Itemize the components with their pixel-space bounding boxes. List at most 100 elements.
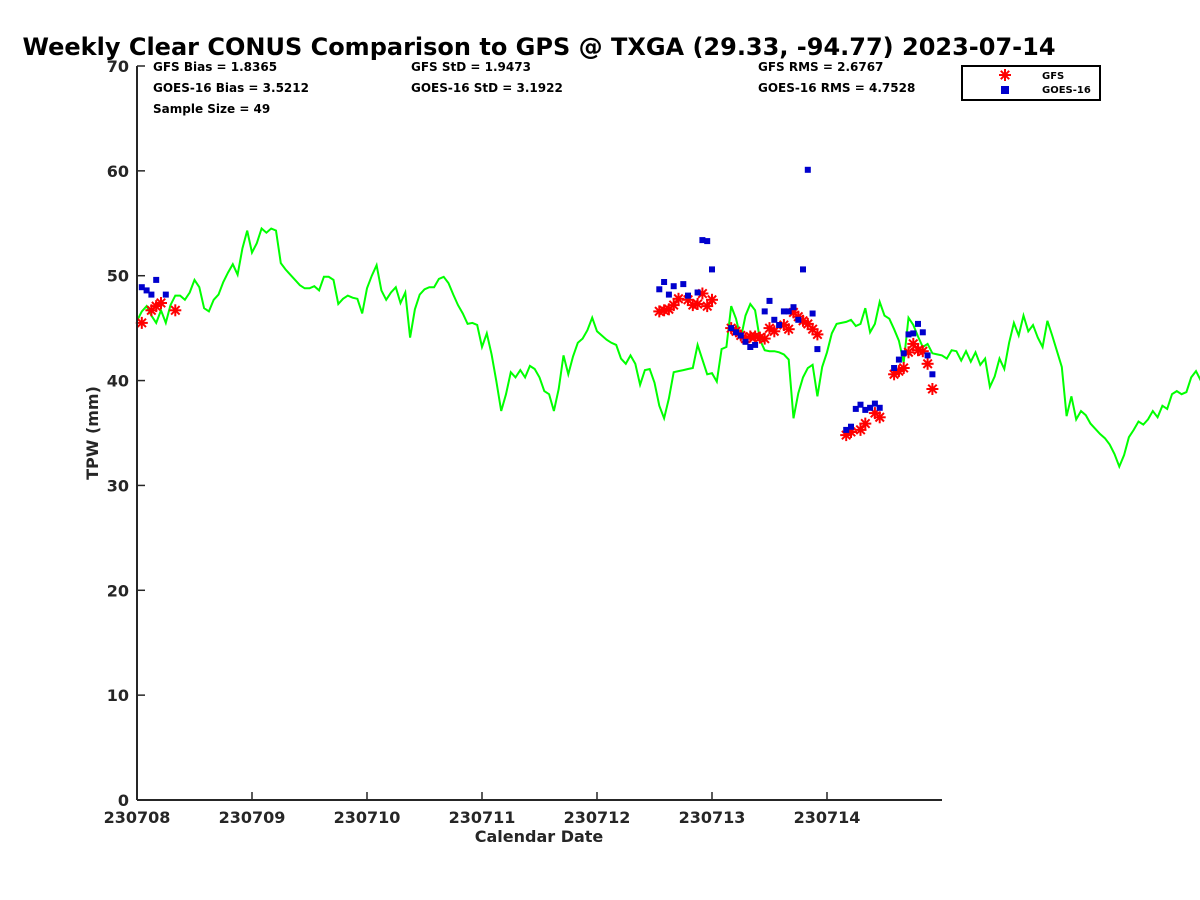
- gfs-point: [854, 423, 867, 436]
- goes-point: [852, 405, 859, 412]
- goes-point: [742, 338, 749, 345]
- x-tick-label: 230708: [104, 808, 171, 827]
- goes-point: [766, 297, 773, 304]
- gfs-point: [691, 298, 704, 310]
- gfs-marker-stroke: [668, 300, 679, 311]
- gfs-marker-stroke: [692, 299, 703, 310]
- goes-point: [780, 308, 787, 315]
- goes-point: [785, 308, 792, 315]
- gfs-point: [873, 411, 886, 424]
- gfs-marker-stroke: [754, 332, 765, 343]
- gfs-point: [169, 304, 182, 317]
- y-axis-label: TPW (mm): [83, 386, 102, 480]
- goes-point: [900, 350, 907, 357]
- gfs-marker-stroke: [702, 301, 713, 312]
- gfs-marker-stroke: [783, 324, 794, 335]
- gfs-marker-stroke: [759, 333, 770, 344]
- chart-title: Weekly Clear CONUS Comparison to GPS @ T…: [22, 33, 1055, 61]
- goes-point: [929, 371, 936, 378]
- legend-gfs-asterisk: [999, 69, 1011, 81]
- goes-point: [143, 287, 150, 294]
- gfs-point: [926, 383, 939, 395]
- goes-point: [148, 291, 155, 298]
- goes-marker-layer: [138, 166, 936, 433]
- y-tick-label: 50: [107, 267, 129, 286]
- goes-point: [670, 283, 677, 290]
- gps-line-layer: [136, 226, 1200, 470]
- goes-point: [843, 426, 850, 433]
- goes-point: [737, 332, 744, 339]
- gfs-marker-stroke: [136, 317, 147, 328]
- gfs-point: [758, 332, 771, 345]
- legend-goes-marker: [1001, 86, 1009, 94]
- goes-point: [809, 310, 816, 317]
- gfs-marker-stroke: [874, 412, 885, 423]
- gfs-point: [768, 325, 781, 338]
- x-tick-label: 230709: [219, 808, 286, 827]
- gps-series-line: [136, 226, 1200, 470]
- goes-std-stat: GOES-16 StD = 3.1922: [411, 81, 563, 95]
- goes-point: [919, 329, 926, 336]
- goes-point: [910, 330, 917, 337]
- goes-point: [685, 292, 691, 299]
- goes-point: [867, 404, 874, 411]
- goes-point: [709, 266, 715, 273]
- gfs-marker-stroke: [917, 346, 928, 357]
- gfs-marker-stroke: [170, 305, 181, 316]
- goes-point: [800, 266, 806, 273]
- goes-point: [699, 237, 706, 244]
- goes-point: [814, 346, 821, 353]
- goes-point: [162, 291, 169, 298]
- gfs-marker-stroke: [812, 329, 823, 340]
- axes: 0 10 20 30 40 50 60 70 230708 230709 230710 230711 2…: [104, 57, 942, 827]
- gfs-point: [667, 299, 680, 312]
- goes-point: [891, 365, 898, 371]
- x-axis-label: Calendar Date: [475, 827, 604, 846]
- goes-point: [680, 281, 687, 288]
- goes-point: [871, 400, 878, 407]
- goes-point: [704, 238, 711, 245]
- goes-point: [661, 279, 668, 285]
- y-tick-label: 40: [107, 372, 129, 391]
- legend: GFS GOES-16: [961, 65, 1101, 101]
- legend-goes-label: GOES-16: [1042, 85, 1091, 96]
- gfs-marker-stroke: [860, 418, 871, 429]
- goes-point: [857, 401, 864, 408]
- gfs-marker-stroke: [673, 293, 684, 304]
- gfs-marker-stroke: [922, 358, 933, 369]
- gfs-point: [811, 328, 824, 341]
- goes-point: [804, 166, 811, 173]
- sample-size-stat: Sample Size = 49: [153, 102, 270, 116]
- gfs-point: [907, 337, 920, 350]
- gfs-marker-stroke: [807, 324, 818, 335]
- gfs-rms-stat: GFS RMS = 2.6767: [758, 60, 883, 74]
- goes-point: [656, 286, 663, 293]
- y-tick-label: 0: [118, 791, 129, 810]
- gfs-marker-stroke: [764, 323, 775, 334]
- legend-gfs-label: GFS: [1042, 71, 1064, 82]
- gfs-marker-stroke: [927, 383, 938, 394]
- y-tick-label: 20: [107, 581, 129, 600]
- gfs-marker-stroke: [802, 318, 813, 329]
- gfs-bias-stat: GFS Bias = 1.8365: [153, 60, 277, 74]
- gfs-point: [782, 323, 795, 336]
- gfs-marker-stroke: [898, 362, 909, 373]
- gfs-marker-stroke: [750, 331, 761, 342]
- gfs-marker-stroke: [697, 288, 708, 299]
- x-tick-label: 230711: [449, 808, 516, 827]
- x-tick-label: 230710: [334, 808, 401, 827]
- gfs-marker-stroke: [1000, 70, 1010, 80]
- goes-rms-stat: GOES-16 RMS = 4.7528: [758, 81, 915, 95]
- goes-point: [862, 406, 869, 413]
- goes-point: [924, 352, 931, 359]
- y-tick-label: 30: [107, 476, 129, 495]
- y-tick-label: 10: [107, 686, 129, 705]
- y-tick-label: 60: [107, 162, 129, 181]
- stats-panel: GFS Bias = 1.8365 GOES-16 Bias = 3.5212 …: [153, 60, 915, 116]
- goes-point: [795, 316, 802, 323]
- goes-point: [733, 329, 739, 336]
- goes-point: [915, 320, 921, 327]
- gfs-marker-stroke: [707, 294, 717, 305]
- gfs-point: [859, 417, 872, 430]
- goes-point: [728, 325, 735, 332]
